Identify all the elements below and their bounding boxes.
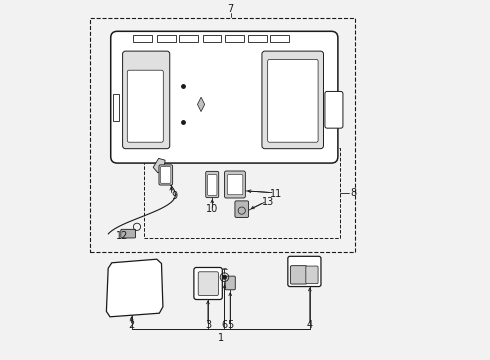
Bar: [248, 35, 267, 42]
FancyBboxPatch shape: [268, 59, 318, 142]
Bar: [90, 18, 355, 252]
FancyBboxPatch shape: [194, 267, 222, 300]
Text: 5: 5: [227, 320, 233, 330]
FancyBboxPatch shape: [224, 171, 245, 198]
Text: 10: 10: [206, 204, 219, 214]
FancyBboxPatch shape: [325, 91, 343, 128]
Bar: [157, 35, 175, 42]
Bar: [179, 35, 198, 42]
Text: 13: 13: [262, 197, 274, 207]
Text: 2: 2: [128, 320, 135, 330]
Text: 12: 12: [116, 231, 128, 241]
Text: 8: 8: [350, 188, 356, 198]
FancyBboxPatch shape: [159, 165, 172, 185]
Bar: [225, 35, 244, 42]
FancyBboxPatch shape: [122, 51, 170, 149]
FancyBboxPatch shape: [227, 175, 243, 195]
FancyBboxPatch shape: [208, 175, 217, 195]
FancyBboxPatch shape: [127, 70, 163, 142]
Text: 6: 6: [221, 320, 227, 330]
Text: 4: 4: [307, 320, 313, 330]
Bar: [270, 35, 289, 42]
Bar: [133, 35, 152, 42]
FancyBboxPatch shape: [288, 256, 321, 287]
FancyBboxPatch shape: [291, 266, 307, 284]
Polygon shape: [197, 97, 205, 112]
Text: 7: 7: [227, 4, 234, 14]
FancyBboxPatch shape: [121, 229, 136, 238]
FancyBboxPatch shape: [206, 171, 219, 198]
Text: 11: 11: [270, 189, 282, 199]
Text: 1: 1: [218, 333, 223, 343]
Text: 3: 3: [205, 320, 211, 330]
Bar: [113, 94, 119, 121]
FancyBboxPatch shape: [262, 51, 323, 149]
Text: 9: 9: [172, 191, 178, 201]
Polygon shape: [153, 158, 165, 173]
FancyBboxPatch shape: [160, 167, 171, 183]
FancyBboxPatch shape: [306, 266, 318, 284]
Bar: [202, 35, 221, 42]
Circle shape: [222, 275, 226, 279]
FancyBboxPatch shape: [111, 31, 338, 163]
FancyBboxPatch shape: [225, 276, 235, 290]
Bar: [144, 148, 341, 238]
FancyBboxPatch shape: [235, 201, 248, 217]
Polygon shape: [106, 259, 163, 317]
FancyBboxPatch shape: [198, 272, 219, 296]
